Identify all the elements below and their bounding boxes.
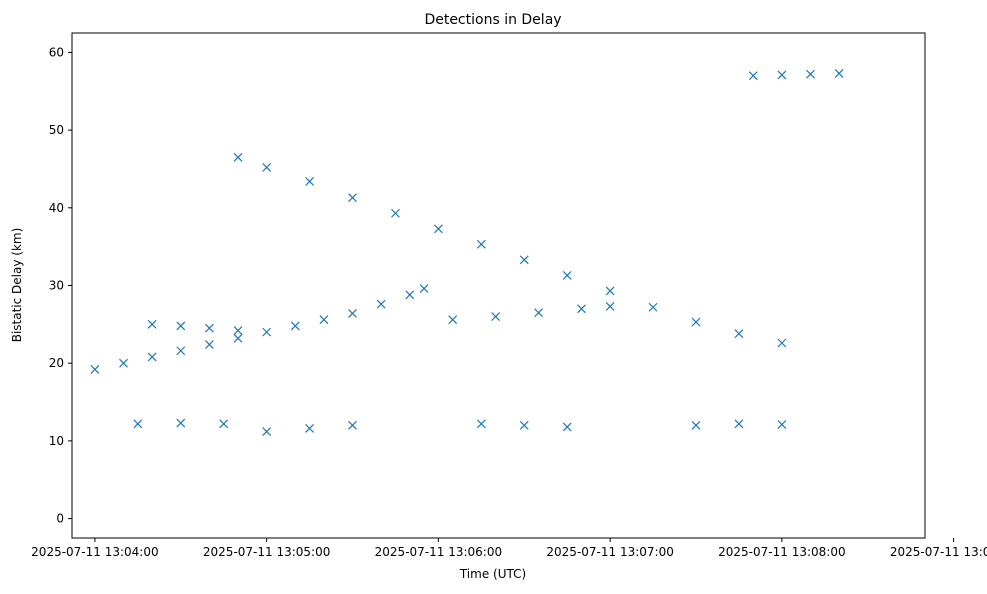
data-point xyxy=(348,420,357,430)
data-points xyxy=(90,68,844,436)
data-point xyxy=(433,224,443,234)
data-point xyxy=(562,270,572,280)
data-point xyxy=(176,418,186,428)
data-point xyxy=(319,315,329,325)
data-point xyxy=(204,340,214,349)
y-axis-ticks: 0 10 20 30 40 50 60 xyxy=(49,45,72,526)
data-point xyxy=(419,284,429,294)
x-axis-label: Time (UTC) xyxy=(459,567,526,581)
data-point xyxy=(176,346,186,356)
data-point xyxy=(348,193,357,203)
data-point xyxy=(648,302,658,312)
data-point xyxy=(219,419,229,429)
data-point xyxy=(519,420,529,430)
data-point xyxy=(147,319,157,329)
data-point xyxy=(519,255,529,265)
data-point xyxy=(147,352,157,362)
data-point xyxy=(290,321,300,331)
data-point xyxy=(834,68,844,78)
data-point xyxy=(262,327,272,337)
y-tick-label: 20 xyxy=(49,356,64,370)
data-point xyxy=(405,290,415,300)
data-point xyxy=(534,308,543,318)
data-point xyxy=(605,286,615,296)
data-point xyxy=(391,208,400,218)
data-point xyxy=(734,329,744,339)
data-point xyxy=(577,304,586,314)
data-point xyxy=(90,364,100,374)
plot-area-frame xyxy=(71,32,926,539)
data-point xyxy=(233,333,243,343)
data-point xyxy=(305,424,315,433)
y-tick-label: 40 xyxy=(49,201,64,215)
data-point xyxy=(691,420,701,430)
data-point xyxy=(777,420,787,429)
data-point xyxy=(233,326,243,335)
data-point xyxy=(605,302,615,311)
data-point xyxy=(262,162,272,172)
data-point xyxy=(204,323,214,333)
x-tick-label: 2025-07-11 13:06:00 xyxy=(375,545,502,559)
data-point xyxy=(734,419,744,429)
data-point xyxy=(448,315,458,325)
data-point xyxy=(691,317,701,327)
y-tick-label: 30 xyxy=(49,279,64,293)
data-point xyxy=(305,176,315,186)
data-point xyxy=(133,419,143,429)
data-point xyxy=(562,422,572,432)
y-tick-label: 0 xyxy=(56,512,64,526)
x-axis-ticks: 2025-07-11 13:04:00 2025-07-11 13:05:00 20… xyxy=(31,538,987,559)
data-point xyxy=(777,70,787,80)
data-point xyxy=(348,309,357,318)
data-point xyxy=(748,71,758,81)
data-point xyxy=(491,312,501,322)
chart-title: Detections in Delay xyxy=(424,12,561,28)
data-point xyxy=(376,299,386,309)
data-point xyxy=(476,239,486,249)
data-point xyxy=(476,419,486,429)
y-tick-label: 60 xyxy=(49,45,64,59)
y-tick-label: 10 xyxy=(49,434,64,448)
data-point xyxy=(262,427,272,436)
x-tick-label: 2025-07-11 13:09:00 xyxy=(890,545,987,559)
data-point xyxy=(176,321,186,331)
data-point xyxy=(233,152,243,162)
data-point xyxy=(777,338,787,348)
x-tick-label: 2025-07-11 13:04:00 xyxy=(31,545,158,559)
data-point xyxy=(806,69,815,79)
y-axis-label: Bistatic Delay (km) xyxy=(10,228,24,343)
y-tick-label: 50 xyxy=(49,123,64,137)
data-point xyxy=(119,358,128,368)
x-tick-label: 2025-07-11 13:07:00 xyxy=(546,545,673,559)
x-tick-label: 2025-07-11 13:08:00 xyxy=(718,545,845,559)
x-tick-label: 2025-07-11 13:05:00 xyxy=(203,545,330,559)
